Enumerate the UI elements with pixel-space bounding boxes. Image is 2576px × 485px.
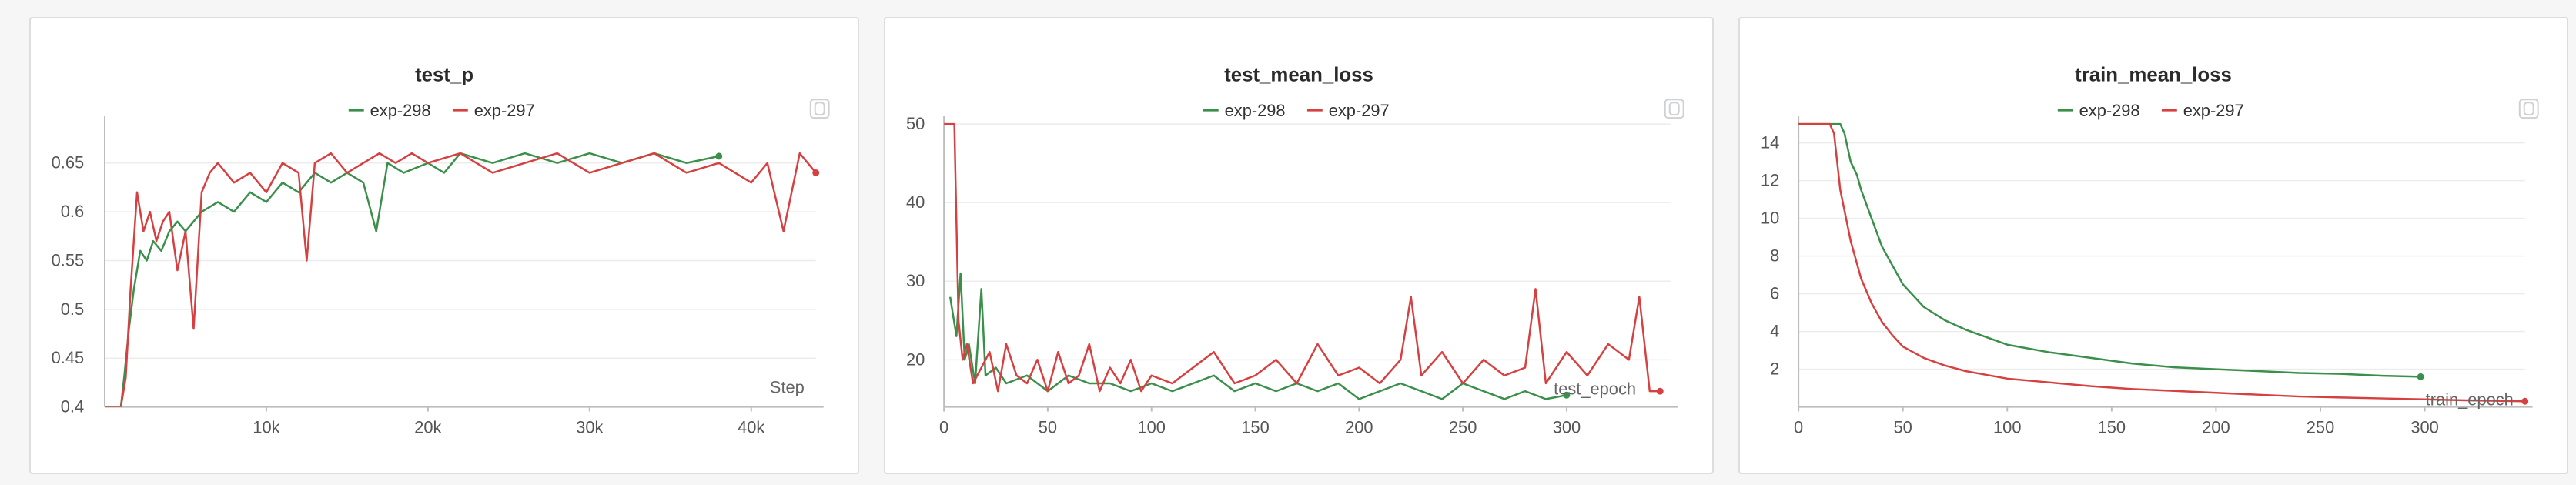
series-line-exp-298 [948,272,1567,400]
x-tick-label: 200 [2202,417,2230,436]
y-tick-label: 30 [906,271,925,290]
legend-label: exp-298 [370,101,431,120]
series-line-exp-297 [1798,122,2525,403]
y-tick-label: 2 [1770,360,1779,379]
x-tick-label: 20k [414,417,441,436]
y-tick-label: 0.6 [61,202,84,221]
y-tick-label: 14 [1761,133,1779,152]
y-tick-label: 12 [1761,171,1779,190]
x-tick-label: 10k [253,417,279,436]
panel-menu-button[interactable] [2518,99,2539,119]
series-endpoint-exp-297 [1656,387,1664,395]
x-tick-label: 100 [1137,417,1165,436]
x-tick-label: 40k [738,417,764,436]
legend-entry-exp-297[interactable]: exp-297 [2161,101,2244,120]
y-tick-label: 50 [906,114,925,133]
series-endpoint-exp-297 [2521,397,2529,405]
x-tick-label: 0 [1794,417,1803,436]
series-line-exp-298 [1798,122,2421,378]
y-tick-label: 6 [1770,284,1779,303]
legend-entry-exp-297[interactable]: exp-297 [452,101,535,120]
x-tick-label: 300 [2410,417,2438,436]
y-tick-label: 20 [906,350,925,369]
chart-test-mean-loss: test_mean_loss exp-298 exp-297 20 30 40 50 0 50 1… [906,64,1684,436]
legend-label: exp-297 [474,101,535,120]
x-tick-label: 0 [939,417,948,436]
legend-entry-exp-298[interactable]: exp-298 [2057,101,2140,120]
panel-menu-button[interactable] [1664,99,1684,119]
legend-label: exp-298 [2079,101,2140,120]
legend-entry-exp-298[interactable]: exp-298 [1203,101,1286,120]
y-tick-label: 10 [1761,209,1779,228]
y-tick-label: 4 [1770,322,1779,341]
chart-title: train_mean_loss [2075,64,2232,85]
chart-train-mean-loss: train_mean_loss exp-298 exp-297 2 4 6 8 10 12 14 0… [1761,64,2539,436]
x-axis-label: test_epoch [1554,380,1636,399]
legend-entry-exp-297[interactable]: exp-297 [1306,101,1390,120]
x-tick-label: 250 [2307,417,2334,436]
y-tick-label: 0.45 [52,348,85,367]
series-endpoint-exp-298 [2417,373,2424,380]
series-endpoint-exp-298 [1563,391,1571,399]
legend-label: exp-297 [1329,101,1390,120]
x-tick-label: 200 [1345,417,1373,436]
x-tick-label: 50 [1894,417,1912,436]
y-tick-label: 0.4 [61,397,84,416]
chart-title: test_mean_loss [1224,64,1373,85]
y-tick-label: 0.65 [52,153,85,172]
series-endpoint-exp-297 [812,169,820,176]
y-tick-label: 0.5 [61,299,84,319]
panel-menu-button[interactable] [809,99,830,119]
chart-panel-test-mean-loss: test_mean_loss exp-298 exp-297 20 30 40 50 0 50 1… [884,17,1714,474]
x-tick-label: 250 [1449,417,1477,436]
series-endpoint-exp-298 [715,152,723,160]
chart-test-p: test_p exp-298 exp-297 0.4 0.45 0.5 0.55 0.6 0.6… [52,64,830,436]
chart-title: test_p [415,64,473,85]
y-tick-label: 8 [1770,246,1779,266]
series-line-exp-297 [944,122,1661,393]
series-line-exp-298 [104,152,720,407]
x-tick-label: 150 [1241,417,1269,436]
x-tick-label: 300 [1553,417,1581,436]
legend-label: exp-298 [1225,101,1286,120]
legend-label: exp-297 [2183,101,2244,120]
x-axis-label: Step [770,378,805,397]
x-tick-label: 30k [576,417,603,436]
x-axis-label: train_epoch [2426,390,2514,410]
chart-panel-train-mean-loss: train_mean_loss exp-298 exp-297 2 4 6 8 10 12 14 0… [1738,17,2568,474]
chart-panel-test-p: test_p exp-298 exp-297 0.4 0.45 0.5 0.55 0.6 0.6… [29,17,859,474]
legend-entry-exp-298[interactable]: exp-298 [348,101,431,120]
y-tick-label: 40 [906,192,925,212]
x-tick-label: 50 [1039,417,1057,436]
series-line-exp-297 [104,152,817,407]
x-tick-label: 100 [1993,417,2021,436]
y-tick-label: 0.55 [52,250,85,269]
x-tick-label: 150 [2098,417,2126,436]
